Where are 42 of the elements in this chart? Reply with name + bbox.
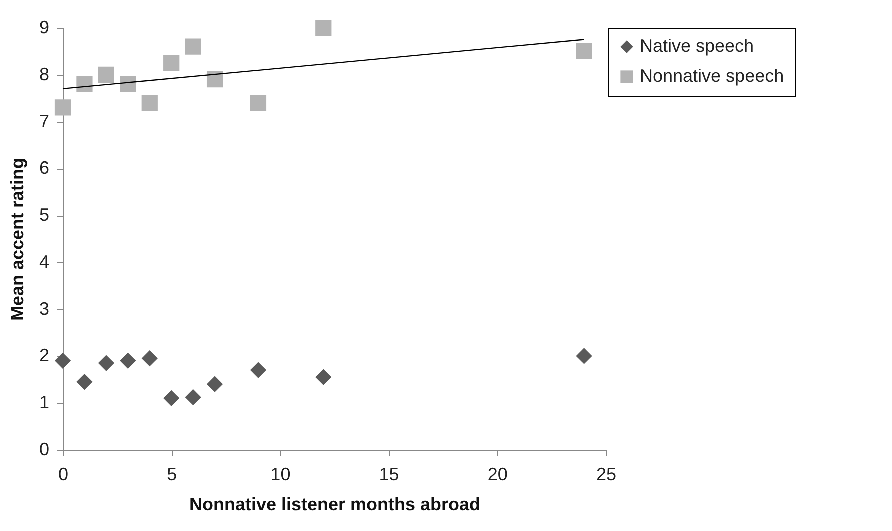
y-tick-label: 3 [39, 298, 50, 319]
y-tick-label: 8 [39, 64, 50, 84]
y-tick-label: 2 [39, 346, 50, 366]
point [164, 390, 180, 406]
x-axis-title: Nonnative listener months abroad [189, 494, 481, 514]
point [98, 355, 114, 372]
point [250, 94, 267, 112]
y-tick-label: 6 [39, 158, 50, 178]
point [76, 374, 93, 390]
x-tick-label: 0 [58, 464, 69, 484]
point [206, 376, 224, 392]
y-tick-label: 5 [39, 205, 50, 226]
x-tick-label: 5 [167, 464, 178, 484]
y-tick-label: 7 [39, 111, 50, 132]
point [76, 76, 93, 92]
point [142, 350, 158, 367]
point [576, 348, 592, 364]
legend-label: Nonnative speech [640, 66, 784, 86]
point [206, 72, 224, 88]
x-tick-label: 25 [596, 464, 617, 484]
point [250, 362, 267, 378]
x-tick-label: 15 [379, 464, 400, 484]
point [185, 38, 202, 55]
y-tick-label: 0 [39, 440, 50, 460]
point [142, 94, 158, 112]
legend-label: Native speech [640, 36, 754, 56]
point [185, 389, 202, 406]
point [120, 352, 136, 369]
x-tick-label: 10 [270, 464, 291, 484]
point [54, 352, 72, 369]
point [98, 66, 115, 83]
y-tick-label: 1 [39, 392, 50, 413]
point [316, 369, 332, 386]
point [164, 55, 180, 72]
x-tick-label: 20 [488, 464, 508, 484]
point [576, 43, 592, 60]
point [54, 100, 72, 116]
point [316, 20, 332, 36]
point [120, 76, 136, 92]
y-tick-label: 4 [39, 252, 50, 272]
y-axis-title: Mean accent rating [7, 158, 28, 322]
y-tick-label: 9 [39, 18, 50, 38]
